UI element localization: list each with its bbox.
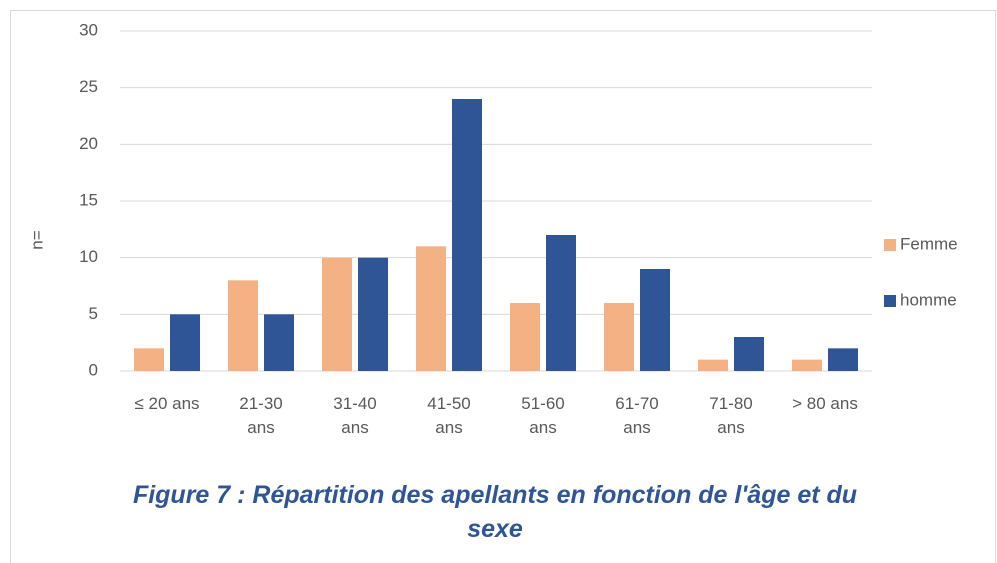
bar xyxy=(640,269,670,371)
bar xyxy=(792,359,822,371)
y-axis-label: n= xyxy=(27,230,46,249)
x-tick-label: 41-50 ans xyxy=(427,394,471,437)
y-tick-label: 0 xyxy=(89,360,98,379)
bar xyxy=(170,314,200,371)
x-tick-label: 31-40 ans xyxy=(333,394,377,437)
bar xyxy=(828,348,858,371)
y-tick-label: 30 xyxy=(79,20,98,39)
bar xyxy=(734,337,764,371)
frame xyxy=(10,10,996,563)
bar xyxy=(264,314,294,371)
x-tick-label: ≤ 20 ans xyxy=(134,394,200,413)
bar xyxy=(358,257,388,371)
bar xyxy=(452,99,482,371)
legend-label: Femme xyxy=(900,234,958,253)
y-tick-label: 25 xyxy=(79,77,98,96)
bar xyxy=(604,303,634,371)
x-tick-label: 61-70 ans xyxy=(615,394,659,437)
bar xyxy=(416,246,446,371)
x-tick-label: 71-80 ans xyxy=(709,394,753,437)
y-tick-label: 20 xyxy=(79,134,98,153)
chart-title: Figure 7 : Répartition des apellants en … xyxy=(132,481,858,543)
bar xyxy=(228,280,258,371)
bar xyxy=(698,359,728,371)
bar xyxy=(134,348,164,371)
bar xyxy=(510,303,540,371)
bar xyxy=(546,235,576,371)
y-tick-label: 15 xyxy=(79,190,98,209)
y-tick-label: 5 xyxy=(89,304,98,323)
y-tick-label: 10 xyxy=(79,247,98,266)
legend-label: homme xyxy=(900,290,957,309)
legend-swatch xyxy=(884,239,896,251)
bar xyxy=(322,257,352,371)
x-tick-label: 51-60 ans xyxy=(521,394,565,437)
legend-swatch xyxy=(884,295,896,307)
x-tick-label: > 80 ans xyxy=(792,394,858,413)
x-tick-label: 21-30 ans xyxy=(239,394,283,437)
